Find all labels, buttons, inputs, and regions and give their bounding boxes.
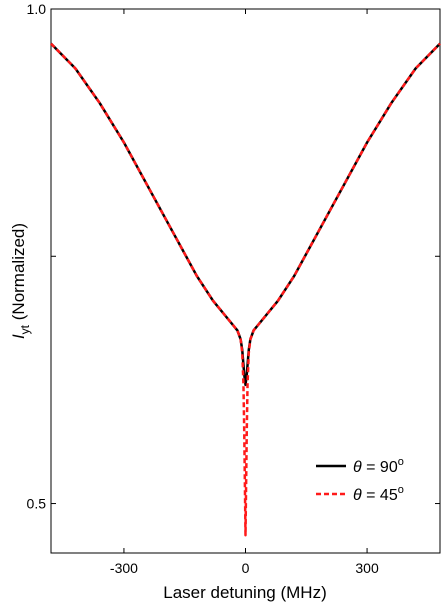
y-axis-title: Iyt (Normalized) (9, 223, 32, 339)
x-tick-label: -300 (110, 560, 138, 576)
legend-label-series-1: θ = 90o (353, 456, 404, 476)
legend-label-series-2-sup: o (398, 484, 404, 496)
series-line-1 (50, 42, 441, 387)
legend-label-series-2-symbol: θ (353, 487, 362, 504)
legend-label-series-1-sup: o (398, 456, 404, 468)
axis-ticks (51, 8, 440, 553)
y-tick-label: 0.5 (27, 496, 47, 512)
series-line-2 (50, 42, 441, 537)
legend: θ = 90o θ = 45o (316, 456, 404, 504)
legend-label-series-2-value: = 45 (362, 487, 398, 504)
x-tick-label: 300 (355, 560, 379, 576)
axis-tick-labels: -300 0 300 0.5 1.0 (27, 1, 379, 576)
legend-label-series-2: θ = 45o (353, 484, 404, 504)
legend-label-series-1-symbol: θ (353, 459, 362, 476)
legend-label-series-1-value: = 90 (362, 459, 398, 476)
x-tick-label: 0 (242, 560, 250, 576)
y-axis-title-rest: (Normalized) (9, 223, 28, 325)
series-layer (50, 42, 441, 537)
y-axis-title-symbol: I (9, 334, 28, 339)
x-axis-title: Laser detuning (MHz) (163, 583, 326, 602)
y-axis-title-subscript: yt (18, 324, 32, 334)
y-tick-label: 1.0 (27, 1, 47, 17)
